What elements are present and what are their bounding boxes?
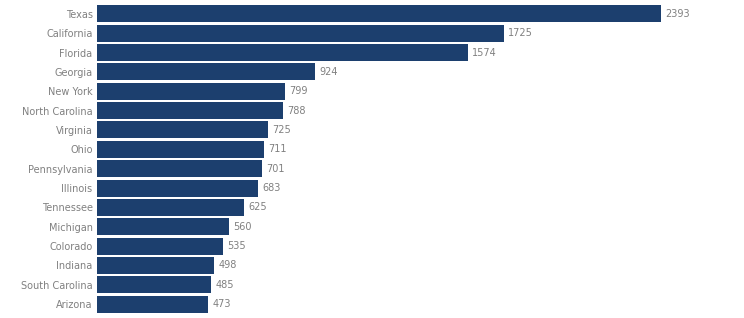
Text: 725: 725	[272, 125, 291, 135]
Text: 485: 485	[215, 280, 234, 290]
Text: 1574: 1574	[472, 47, 497, 58]
Bar	[97, 276, 211, 293]
Bar	[97, 296, 208, 313]
Bar	[97, 238, 223, 255]
Bar	[97, 83, 285, 100]
Text: 560: 560	[233, 222, 251, 232]
Bar	[97, 141, 264, 158]
Bar	[97, 44, 468, 61]
Text: 701: 701	[266, 164, 285, 174]
Text: 625: 625	[248, 202, 267, 212]
Text: 788: 788	[286, 106, 305, 116]
Bar	[97, 218, 229, 235]
Text: 683: 683	[262, 183, 280, 193]
Bar	[97, 160, 262, 177]
Bar	[97, 199, 244, 216]
Bar	[97, 257, 214, 274]
Text: 473: 473	[213, 299, 231, 309]
Text: 535: 535	[227, 241, 246, 251]
Text: 498: 498	[219, 260, 237, 271]
Bar	[97, 102, 283, 119]
Bar	[97, 25, 504, 42]
Text: 2393: 2393	[665, 9, 690, 19]
Bar	[97, 5, 661, 22]
Text: 711: 711	[269, 144, 287, 154]
Bar	[97, 63, 315, 80]
Bar	[97, 121, 268, 138]
Text: 799: 799	[289, 86, 308, 96]
Text: 924: 924	[319, 67, 337, 77]
Text: 1725: 1725	[507, 28, 533, 38]
Bar	[97, 180, 257, 197]
